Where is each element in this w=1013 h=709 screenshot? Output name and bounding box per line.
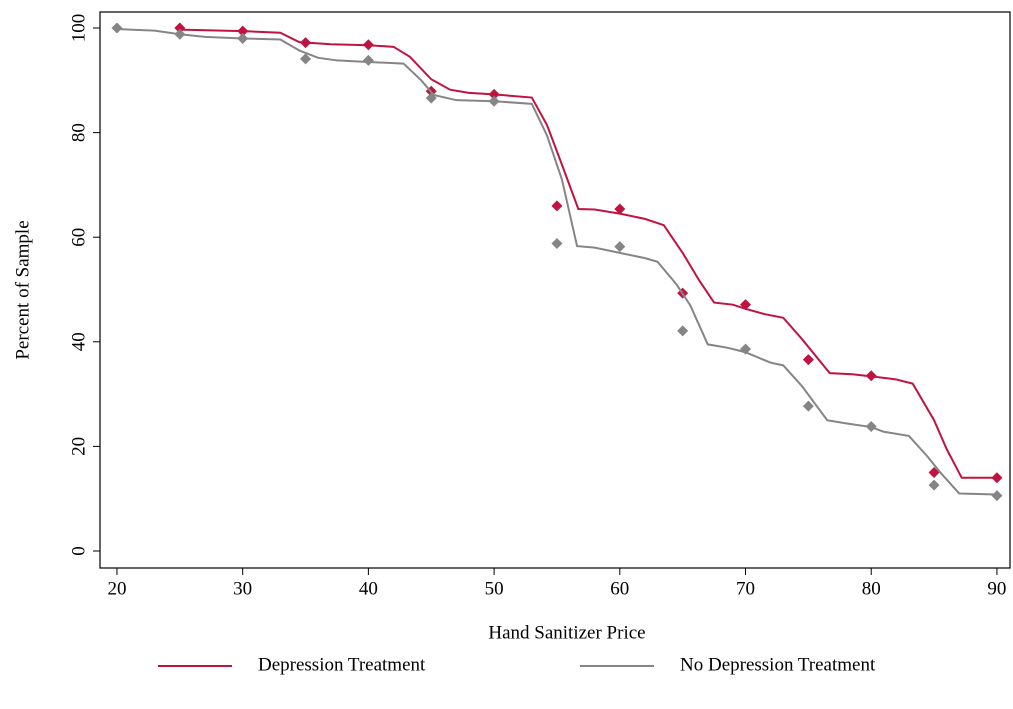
x-tick-label: 30 — [233, 578, 252, 599]
marker — [865, 421, 877, 433]
marker — [425, 92, 437, 104]
marker — [865, 370, 877, 382]
marker — [551, 200, 563, 212]
marker — [237, 25, 249, 37]
x-tick-label: 60 — [610, 578, 629, 599]
marker — [488, 95, 500, 107]
marker — [174, 22, 186, 34]
y-tick-label: 0 — [68, 546, 89, 556]
line — [116, 28, 997, 496]
marker — [237, 32, 249, 44]
marker — [488, 88, 500, 100]
marker — [991, 490, 1003, 502]
marker — [614, 203, 626, 215]
marker — [991, 472, 1003, 484]
x-tick-label: 50 — [485, 578, 504, 599]
marker — [802, 400, 814, 412]
marker — [802, 354, 814, 366]
marker — [300, 37, 312, 49]
plot-frame — [99, 11, 1011, 569]
x-axis-label: Hand Sanitizer Price — [488, 622, 645, 643]
marker — [928, 467, 940, 479]
marker — [551, 237, 563, 249]
x-tick-label: 90 — [987, 578, 1006, 599]
marker — [362, 54, 374, 66]
marker — [614, 241, 626, 253]
line — [179, 28, 997, 479]
legend-label: Depression Treatment — [258, 654, 426, 675]
marker — [111, 22, 123, 34]
marker — [740, 299, 752, 311]
marker — [174, 28, 186, 40]
marker — [362, 39, 374, 51]
y-tick-label: 60 — [68, 228, 89, 247]
x-tick-label: 70 — [736, 578, 755, 599]
x-tick-label: 20 — [107, 578, 126, 599]
x-tick-label: 40 — [359, 578, 378, 599]
legend-label: No Depression Treatment — [680, 654, 876, 675]
y-tick-label: 80 — [68, 123, 89, 142]
marker — [677, 325, 689, 337]
y-tick-label: 40 — [68, 332, 89, 351]
y-axis-label: Percent of Sample — [12, 220, 33, 359]
marker — [740, 343, 752, 355]
y-tick-label: 100 — [68, 14, 89, 42]
y-tick-label: 20 — [68, 437, 89, 456]
x-tick-label: 80 — [862, 578, 881, 599]
marker — [300, 53, 312, 65]
marker — [928, 479, 940, 491]
